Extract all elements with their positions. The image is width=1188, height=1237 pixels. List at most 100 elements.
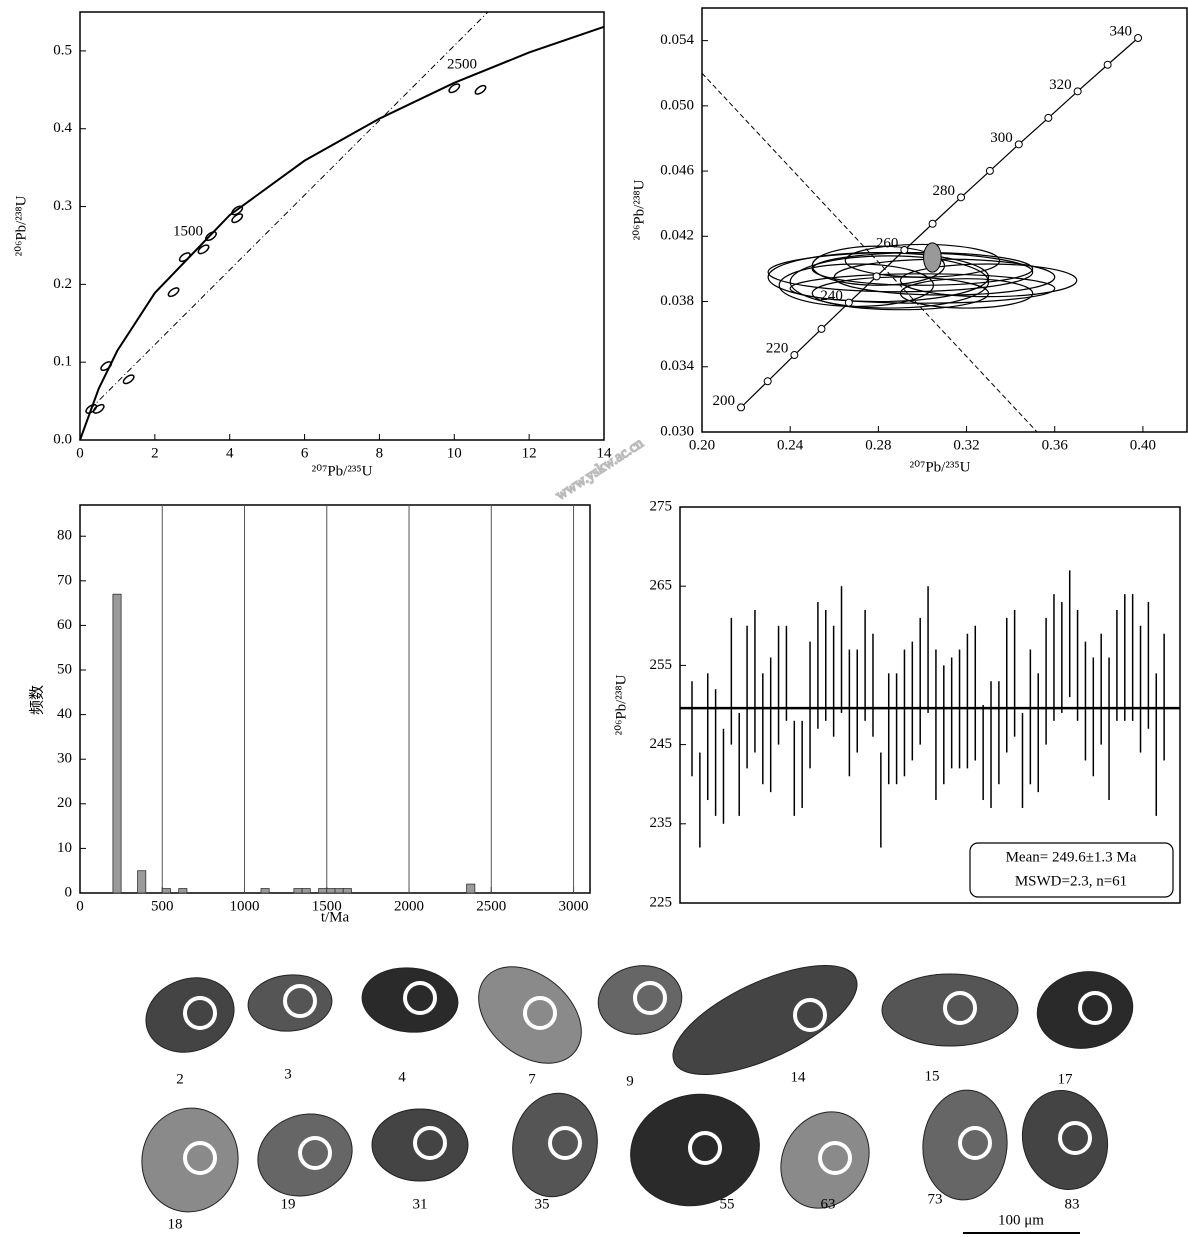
age-point <box>790 351 799 360</box>
grain-label: 2 <box>176 1071 184 1087</box>
y-tick-label: 235 <box>650 815 673 831</box>
histogram-bar <box>293 888 303 894</box>
annotation-box <box>969 842 1174 898</box>
zircon-grain <box>257 1113 353 1197</box>
y-tick-label: 60 <box>57 617 72 633</box>
error-ellipse <box>844 243 1001 278</box>
age-annotation: 2500 <box>447 56 477 72</box>
y-tick-label: 0.3 <box>53 198 72 214</box>
age-point <box>985 166 994 175</box>
age-label: 200 <box>713 393 736 409</box>
x-tick-label: 0 <box>76 898 84 914</box>
panel: 0.0 0.1 0.2 0.3 0.4 0.5 0 2 4 6 8 10 12 14 ²⁰⁷Pb/²³⁵U ²… <box>13 11 612 479</box>
y-tick-label: 0.2 <box>53 276 72 292</box>
x-tick-label: 6 <box>301 445 309 461</box>
age-label: 320 <box>1049 77 1072 93</box>
error-ellipse <box>92 403 105 414</box>
y-tick-label: 0.050 <box>660 97 694 113</box>
y-axis-label: ²⁰⁶Pb/²³⁸U <box>13 195 29 256</box>
panel: 225 235 245 255 265 275 ²⁰⁶Pb/²³⁸U Mean= 249.6±… <box>613 498 1181 910</box>
y-tick-label: 70 <box>57 572 72 588</box>
discordia-line <box>90 11 489 410</box>
error-ellipse <box>811 276 990 311</box>
x-tick-label: 0.36 <box>1042 437 1069 453</box>
error-ellipse <box>899 278 1034 309</box>
age-point <box>1134 34 1143 43</box>
error-ellipse <box>231 205 244 216</box>
zircon-grain <box>512 1092 598 1198</box>
x-tick-label: 0.40 <box>1130 437 1156 453</box>
plot-frame <box>79 504 591 894</box>
error-ellipse <box>197 244 210 255</box>
y-tick-label: 10 <box>57 840 72 856</box>
age-point <box>1014 140 1023 149</box>
analysis-spot <box>1058 1121 1092 1155</box>
grain-label: 31 <box>413 1196 428 1212</box>
grain-label: 9 <box>626 1073 634 1089</box>
analysis-spot <box>958 1126 992 1160</box>
zircon-grain <box>478 966 582 1064</box>
analysis-spot <box>1078 991 1112 1025</box>
discordia-line <box>701 72 1038 433</box>
y-tick-label: 0.030 <box>660 423 694 439</box>
age-point <box>872 272 881 281</box>
panel: 0 10 20 30 40 50 60 70 80 0 500 1000 1500 2000 2500 300… <box>28 504 591 925</box>
x-tick-label: 0.32 <box>953 437 979 453</box>
y-tick-label: 0.1 <box>53 354 72 370</box>
zircon-grain <box>672 964 858 1076</box>
y-axis-label: ²⁰⁶Pb/²³⁸U <box>631 179 647 240</box>
y-axis-label: ²⁰⁶Pb/²³⁸U <box>613 674 629 735</box>
error-ellipse <box>122 374 135 385</box>
histogram-bar <box>260 888 270 894</box>
age-point <box>928 219 937 228</box>
x-tick-label: 0.20 <box>689 437 715 453</box>
histogram-bar <box>342 888 352 894</box>
zircon-grain <box>1021 1089 1109 1191</box>
y-tick-label: 0.034 <box>660 358 694 374</box>
zircon-grain <box>145 977 235 1053</box>
grain-label: 4 <box>398 1069 406 1085</box>
histogram-bar <box>137 870 147 894</box>
concordia-curve <box>79 25 605 441</box>
x-tick-label: 10 <box>447 445 462 461</box>
x-tick-label: 0.24 <box>777 437 804 453</box>
analysis-spot <box>793 998 827 1032</box>
y-tick-label: 225 <box>650 894 673 910</box>
age-point <box>900 246 909 255</box>
x-tick-label: 8 <box>376 445 384 461</box>
grain-label: 17 <box>1058 1071 1074 1087</box>
age-point <box>1103 60 1112 69</box>
histogram-bar <box>334 888 344 894</box>
grain-label: 19 <box>281 1196 296 1212</box>
zircon-grain <box>922 1089 1008 1201</box>
error-ellipse <box>231 213 244 224</box>
analysis-spot <box>818 1141 852 1175</box>
x-axis-label: t/Ma <box>321 909 350 925</box>
error-ellipse <box>448 83 461 94</box>
plot-frame <box>79 11 605 441</box>
age-point <box>763 377 772 386</box>
analysis-spot <box>548 1126 582 1160</box>
y-tick-label: 50 <box>57 661 72 677</box>
plot-frame <box>679 506 1181 904</box>
x-tick-label: 2500 <box>476 898 506 914</box>
y-tick-label: 245 <box>650 736 673 752</box>
grain-label: 7 <box>528 1071 536 1087</box>
y-tick-label: 20 <box>57 795 72 811</box>
analysis-spot <box>283 984 317 1018</box>
error-ellipse <box>474 84 487 95</box>
age-point <box>1073 87 1082 96</box>
error-ellipse <box>811 252 1034 286</box>
zircon-grain <box>597 965 683 1035</box>
age-point <box>957 193 966 202</box>
scale-bar-label: 100 μm <box>998 1212 1044 1228</box>
age-point <box>817 324 826 333</box>
error-ellipse <box>899 263 1078 298</box>
x-axis-label: ²⁰⁷Pb/²³⁵U <box>312 463 373 479</box>
y-tick-label: 0.042 <box>660 228 694 244</box>
histogram-bar <box>112 593 122 894</box>
analysis-spot <box>943 991 977 1025</box>
age-annotation: 1500 <box>173 223 203 239</box>
y-tick-label: 0.038 <box>660 293 694 309</box>
zircon-grain <box>247 974 333 1032</box>
